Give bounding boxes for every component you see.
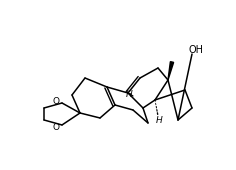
Text: H: H: [156, 116, 163, 125]
Text: O: O: [53, 97, 60, 106]
Text: H: H: [125, 90, 132, 99]
Text: OH: OH: [188, 45, 203, 55]
Polygon shape: [168, 62, 174, 80]
Text: O: O: [53, 123, 60, 132]
